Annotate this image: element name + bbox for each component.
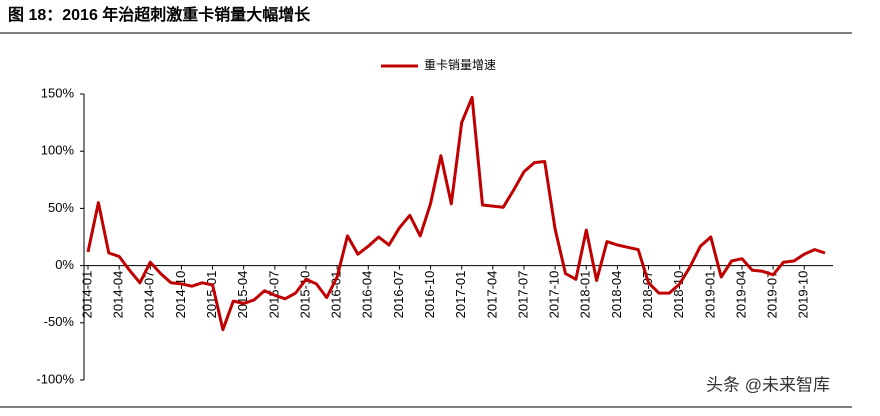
- y-tick-label: -50%: [44, 314, 75, 329]
- x-tick-label: 2018-10: [671, 271, 686, 319]
- x-tick-label: 2014-04: [111, 271, 126, 319]
- x-tick-label: 2017-04: [484, 271, 499, 319]
- x-tick-label: 2015-10: [297, 271, 312, 319]
- chart-title: 图 18：2016 年治超刺激重卡销量大幅增长: [8, 5, 311, 24]
- x-tick-label: 2018-07: [640, 271, 655, 319]
- y-tick-label: 150%: [41, 85, 75, 100]
- x-tick-label: 2017-07: [515, 271, 530, 319]
- x-tick-label: 2019-04: [733, 271, 748, 319]
- x-tick-label: 2018-04: [609, 271, 624, 319]
- x-tick-label: 2016-07: [391, 271, 406, 319]
- x-tick-label: 2014-01: [79, 271, 94, 319]
- x-tick-label: 2017-01: [453, 271, 468, 319]
- x-tick-label: 2016-04: [360, 271, 375, 319]
- y-tick-label: 100%: [41, 143, 75, 158]
- x-tick-label: 2015-01: [204, 271, 219, 319]
- x-tick-label: 2018-01: [578, 271, 593, 319]
- x-tick-label: 2015-04: [235, 271, 250, 319]
- x-tick-label: 2019-01: [702, 271, 717, 319]
- y-tick-label: 0%: [55, 257, 74, 272]
- y-tick-label: -100%: [36, 371, 74, 386]
- x-tick-label: 2019-10: [796, 271, 811, 319]
- watermark: 头条 @未来智库: [706, 375, 830, 394]
- x-tick-label: 2019-07: [765, 271, 780, 319]
- x-tick-label: 2017-10: [547, 271, 562, 319]
- x-tick-label: 2014-07: [142, 271, 157, 319]
- series-line: [86, 95, 826, 332]
- y-tick-label: 50%: [48, 200, 74, 215]
- x-tick-label: 2016-10: [422, 271, 437, 319]
- legend-label: 重卡销量增速: [424, 58, 496, 72]
- x-tick-label: 2014-10: [173, 271, 188, 319]
- x-tick-label: 2016-01: [329, 271, 344, 319]
